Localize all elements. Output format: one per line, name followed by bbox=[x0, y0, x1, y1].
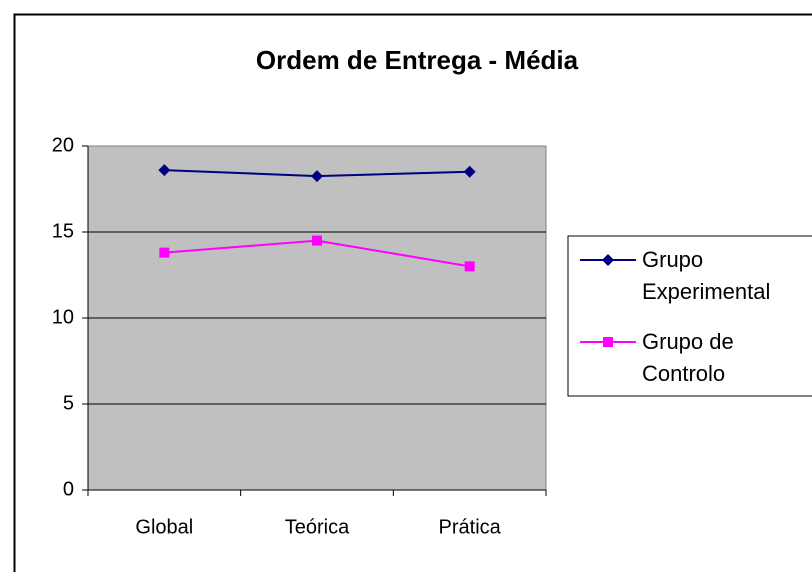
legend-label: Grupo Experimental bbox=[642, 247, 771, 304]
marker bbox=[312, 235, 322, 246]
legend-label: Grupo de Controlo bbox=[642, 329, 734, 386]
marker bbox=[158, 164, 171, 177]
chart-border bbox=[13, 13, 812, 572]
legend-marker bbox=[602, 254, 614, 266]
y-tick-label: 5 bbox=[63, 392, 74, 414]
x-tick-label: Global bbox=[135, 516, 193, 538]
y-tick-label: 20 bbox=[52, 134, 74, 156]
marker bbox=[159, 247, 170, 258]
y-tick-label: 15 bbox=[52, 220, 74, 242]
marker bbox=[311, 170, 323, 183]
x-tick-label: Teórica bbox=[285, 516, 350, 538]
chart-title: Ordem de Entrega - Média bbox=[256, 45, 579, 75]
y-tick-label: 10 bbox=[52, 306, 74, 328]
x-tick-label: Prática bbox=[439, 516, 502, 538]
marker bbox=[464, 261, 475, 272]
marker bbox=[463, 165, 476, 178]
y-tick-label: 0 bbox=[63, 478, 74, 500]
legend-marker bbox=[603, 337, 613, 347]
